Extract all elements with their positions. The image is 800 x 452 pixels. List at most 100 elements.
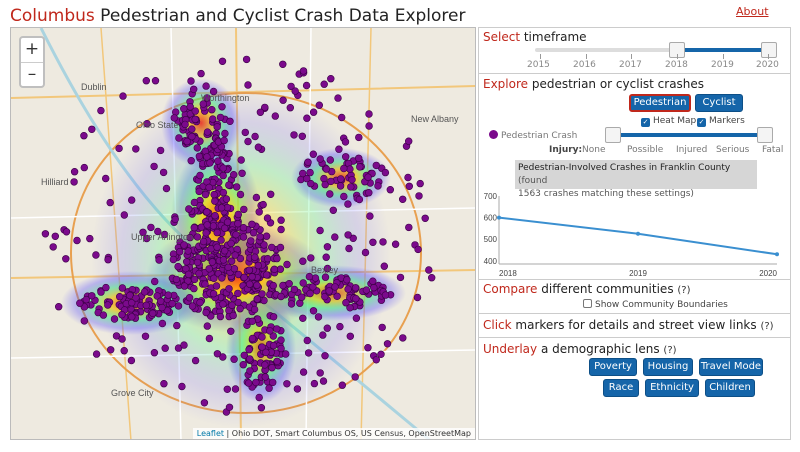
crash-marker[interactable] (128, 313, 136, 321)
crash-marker[interactable] (178, 382, 186, 391)
crash-marker[interactable] (205, 265, 213, 273)
crash-marker[interactable] (80, 131, 88, 140)
crash-marker[interactable] (271, 112, 279, 120)
crash-marker[interactable] (205, 183, 213, 192)
crash-marker[interactable] (404, 173, 412, 182)
crash-marker[interactable] (261, 373, 270, 381)
crash-map[interactable]: Dublin Worthington New Albany Hilliard U… (10, 27, 476, 440)
crash-marker[interactable] (220, 136, 228, 145)
crash-marker[interactable] (150, 162, 158, 171)
crash-marker[interactable] (174, 302, 183, 310)
crash-marker[interactable] (190, 284, 198, 293)
crash-marker[interactable] (234, 289, 242, 298)
crash-marker[interactable] (168, 299, 176, 308)
crash-marker[interactable] (421, 214, 429, 223)
crash-marker[interactable] (217, 236, 225, 244)
crash-marker[interactable] (319, 377, 328, 385)
injury-end-handle[interactable] (757, 127, 773, 143)
crash-marker[interactable] (352, 314, 361, 322)
crash-marker[interactable] (304, 158, 312, 166)
crash-marker[interactable] (237, 156, 245, 164)
crash-marker[interactable] (251, 132, 259, 141)
click-help-icon[interactable]: (?) (760, 321, 774, 332)
crash-marker[interactable] (342, 299, 350, 307)
crash-marker[interactable] (216, 312, 225, 321)
crash-marker[interactable] (88, 125, 96, 134)
crash-marker[interactable] (233, 183, 241, 191)
crash-marker[interactable] (290, 285, 299, 294)
crash-marker[interactable] (286, 103, 294, 112)
crash-marker[interactable] (299, 67, 308, 75)
crash-marker[interactable] (246, 280, 254, 288)
crash-marker[interactable] (252, 378, 260, 387)
crash-marker[interactable] (188, 125, 196, 133)
poverty-button[interactable]: Poverty (589, 358, 637, 376)
crash-marker[interactable] (240, 273, 248, 282)
crash-marker[interactable] (298, 293, 306, 301)
crash-marker[interactable] (264, 255, 272, 263)
crash-marker[interactable] (349, 234, 357, 243)
crash-marker[interactable] (316, 369, 324, 377)
crash-marker[interactable] (310, 379, 319, 388)
crash-marker[interactable] (62, 228, 71, 236)
crash-marker[interactable] (355, 195, 364, 204)
crash-marker[interactable] (269, 313, 278, 321)
crash-marker[interactable] (254, 261, 262, 270)
crash-marker[interactable] (240, 205, 248, 214)
crash-marker[interactable] (336, 322, 344, 331)
community-boundaries-checkbox[interactable]: Show Community Boundaries (583, 299, 728, 310)
crash-marker[interactable] (213, 228, 221, 237)
crash-marker[interactable] (256, 233, 264, 241)
crash-marker[interactable] (323, 264, 332, 273)
crash-marker[interactable] (176, 248, 184, 256)
crash-marker[interactable] (208, 105, 216, 114)
crash-marker[interactable] (255, 393, 263, 402)
crash-marker[interactable] (120, 347, 128, 355)
crash-marker[interactable] (101, 174, 110, 183)
crash-marker[interactable] (82, 295, 91, 304)
crash-marker[interactable] (118, 311, 126, 319)
crash-marker[interactable] (352, 294, 360, 303)
crash-marker[interactable] (309, 307, 318, 315)
crash-marker[interactable] (364, 173, 372, 181)
children-button[interactable]: Children (705, 379, 755, 397)
markers-checkbox[interactable]: ✓ Markers (697, 116, 745, 127)
crash-marker[interactable] (195, 187, 203, 196)
crash-marker[interactable] (120, 211, 129, 219)
crash-marker[interactable] (331, 283, 339, 291)
crash-marker[interactable] (236, 190, 245, 199)
crash-marker[interactable] (250, 305, 259, 314)
travel-mode-button[interactable]: Travel Mode (699, 358, 763, 376)
crash-marker[interactable] (70, 178, 78, 186)
crash-marker[interactable] (338, 113, 346, 122)
crash-marker[interactable] (370, 284, 378, 292)
crash-marker[interactable] (261, 361, 269, 369)
crash-marker[interactable] (291, 87, 299, 95)
crash-marker[interactable] (160, 230, 169, 239)
crash-marker[interactable] (190, 85, 198, 93)
crash-marker[interactable] (347, 183, 355, 191)
crash-marker[interactable] (369, 277, 377, 285)
crash-marker[interactable] (381, 168, 390, 177)
crash-marker[interactable] (321, 352, 329, 360)
crash-marker[interactable] (309, 283, 317, 291)
crash-marker[interactable] (80, 317, 89, 325)
crash-marker[interactable] (70, 168, 79, 176)
crash-marker[interactable] (351, 284, 360, 292)
crash-marker[interactable] (199, 237, 208, 246)
crash-marker[interactable] (193, 233, 202, 241)
crash-marker[interactable] (372, 356, 380, 364)
crash-marker[interactable] (151, 76, 160, 85)
crash-marker[interactable] (51, 232, 59, 241)
crash-marker[interactable] (180, 241, 188, 249)
crash-marker[interactable] (304, 349, 313, 357)
crash-marker[interactable] (399, 334, 407, 342)
crash-marker[interactable] (303, 114, 311, 122)
crash-marker[interactable] (232, 231, 240, 239)
crash-marker[interactable] (321, 273, 330, 281)
crash-marker[interactable] (230, 355, 238, 363)
crash-marker[interactable] (154, 227, 162, 236)
crash-marker[interactable] (269, 341, 278, 350)
crash-marker[interactable] (344, 200, 352, 208)
crash-marker[interactable] (221, 129, 229, 138)
